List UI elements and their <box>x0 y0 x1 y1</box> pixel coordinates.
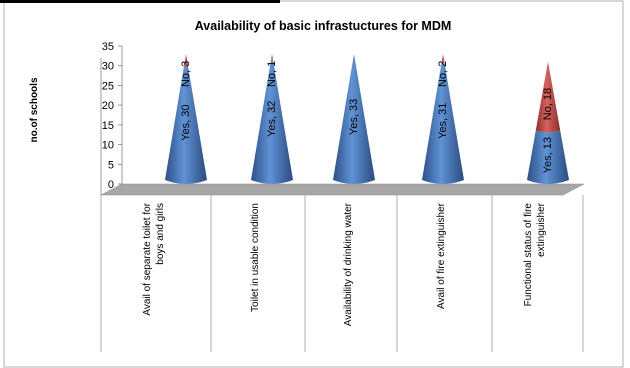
x-tick-label: Avail of separate toilet for boys and gir… <box>142 202 166 315</box>
cone-no-segment <box>271 53 273 60</box>
y-axis-ticks: 0 5 10 15 20 25 30 35 <box>102 41 122 191</box>
data-label-no: No, 1 <box>266 61 278 87</box>
data-label-yes: Yes, 31 <box>437 103 449 139</box>
x-tick-label: Toilet in usable condition <box>250 203 261 312</box>
x-axis-separators <box>100 195 584 352</box>
data-label-yes: Yes, 30 <box>180 105 192 141</box>
cone-yes-segment <box>251 57 293 184</box>
cone-no-segment <box>441 53 445 64</box>
y-tick-label: 5 <box>108 159 114 171</box>
chart-border <box>3 0 624 368</box>
y-tick-label: 20 <box>102 100 114 112</box>
y-tick-label: 35 <box>102 41 114 53</box>
data-labels: Yes, 30 No, 3 Yes, 32 No, 1 Yes, 33 Yes, 31 No… <box>180 61 554 174</box>
cone-yes-segment <box>422 61 464 184</box>
y-tick-label: 30 <box>102 61 114 73</box>
x-tick-label: Avail of fire extinguisher <box>436 202 447 309</box>
y-tick-label: 15 <box>102 120 114 132</box>
data-label-no: No, 3 <box>180 61 192 87</box>
x-tick-label: Availability of drinking water <box>343 202 354 326</box>
cone-no-segment <box>535 61 561 133</box>
data-label-yes: Yes, 33 <box>348 99 360 135</box>
chart-title: Availability of basic infrastuctures for… <box>195 19 452 33</box>
y-axis-label: no.of schools <box>29 77 40 142</box>
cones <box>165 53 569 185</box>
cone-yes-segment <box>333 53 375 185</box>
data-label-yes: Yes, 13 <box>542 137 554 173</box>
y-tick-label: 0 <box>108 179 114 191</box>
x-tick-label: Functional status of fire extinguisher <box>523 202 547 306</box>
y-tick-label: 10 <box>102 140 114 152</box>
cone-yes-segment <box>165 65 207 184</box>
chart-floor <box>100 183 585 196</box>
cone-no-segment <box>184 53 188 68</box>
x-axis-labels: Avail of separate toilet for boys and gir… <box>142 202 547 326</box>
y-tick-label: 25 <box>102 80 114 92</box>
data-label-no: No, 18 <box>542 88 554 120</box>
data-label-no: No, 2 <box>437 61 449 87</box>
cone-yes-segment <box>527 130 569 184</box>
data-label-yes: Yes, 32 <box>266 101 278 137</box>
